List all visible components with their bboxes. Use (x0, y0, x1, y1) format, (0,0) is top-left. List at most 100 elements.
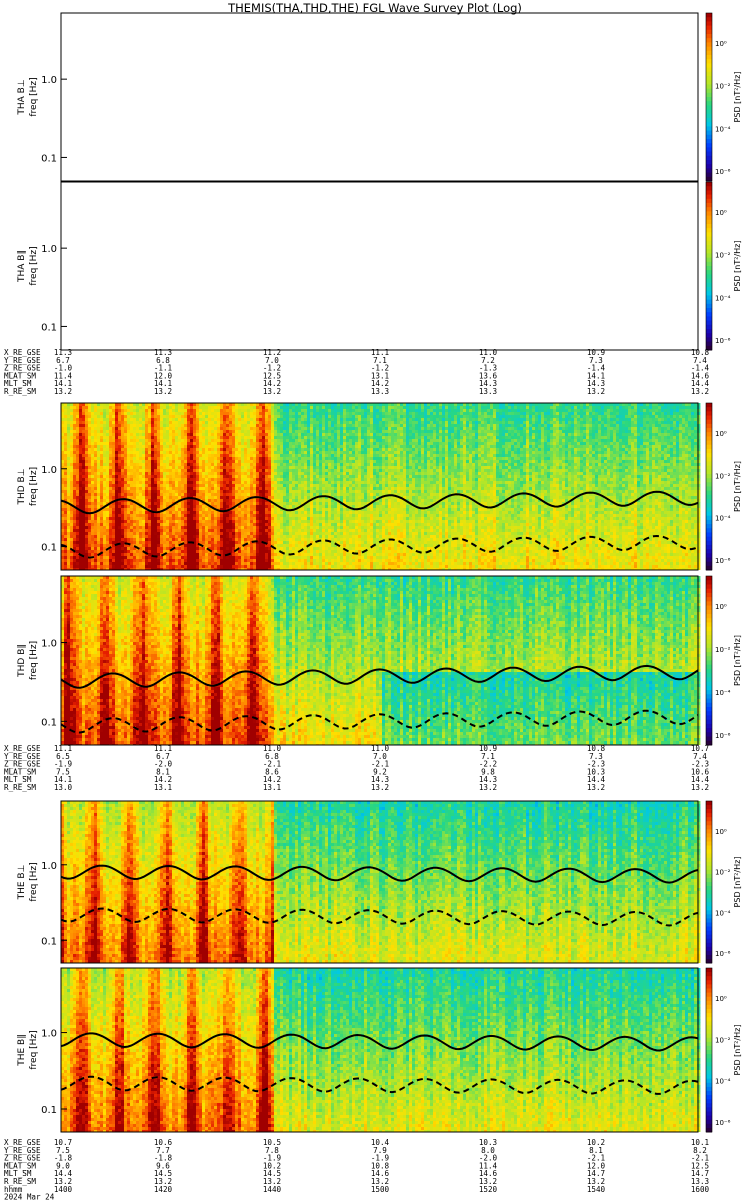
spectrogram-cell (70, 415, 73, 418)
spectrogram-cell (187, 436, 190, 439)
spectrogram-cell (106, 514, 109, 517)
spectrogram-cell (136, 487, 139, 490)
spectrogram-cell (175, 460, 178, 463)
spectrogram-cell (130, 481, 133, 484)
spectrogram-cell (145, 547, 148, 550)
spectrogram-cell (220, 424, 223, 427)
spectrogram-cell (118, 463, 121, 466)
spectrogram-cell (208, 493, 211, 496)
spectrogram-cell (73, 487, 76, 490)
spectrogram-cell (115, 535, 118, 538)
spectrogram-cell (127, 517, 130, 520)
spectrogram-cell (229, 490, 232, 493)
spectrogram-cell (127, 550, 130, 553)
spectrogram-cell (154, 421, 157, 424)
spectrogram-cell (214, 556, 217, 559)
spectrogram-cell (88, 463, 91, 466)
spectrogram-cell (130, 562, 133, 565)
spectrogram-cell (199, 517, 202, 520)
spectrogram-cell (193, 514, 196, 517)
spectrogram-cell (190, 538, 193, 541)
spectrogram-cell (223, 460, 226, 463)
spectrogram-cell (154, 490, 157, 493)
spectrogram-cell (124, 487, 127, 490)
spectrogram-cell (121, 409, 124, 412)
spectrogram-cell (145, 418, 148, 421)
spectrogram-cell (70, 439, 73, 442)
spectrogram-cell (232, 421, 235, 424)
spectrogram-cell (208, 541, 211, 544)
spectrogram-cell (70, 529, 73, 532)
spectrogram-cell (97, 547, 100, 550)
spectrogram-cell (76, 487, 79, 490)
spectrogram-cell (214, 409, 217, 412)
spectrogram-cell (211, 529, 214, 532)
spectrogram-cell (217, 433, 220, 436)
spectrogram-cell (124, 538, 127, 541)
spectrogram-cell (106, 460, 109, 463)
spectrogram-cell (145, 559, 148, 562)
spectrogram-cell (178, 478, 181, 481)
spectrogram-cell (187, 544, 190, 547)
spectrogram-cell (160, 556, 163, 559)
spectrogram-cell (127, 406, 130, 409)
spectrogram-cell (214, 544, 217, 547)
spectrogram-cell (187, 427, 190, 430)
spectrogram-cell (160, 475, 163, 478)
spectrogram-cell (157, 556, 160, 559)
spectrogram-cell (226, 403, 229, 406)
spectrogram-cell (205, 553, 208, 556)
spectrogram-cell (124, 523, 127, 526)
spectrogram-cell (142, 436, 145, 439)
spectrogram-cell (67, 493, 70, 496)
spectrogram-cell (220, 490, 223, 493)
spectrogram-cell (82, 481, 85, 484)
spectrogram-cell (70, 562, 73, 565)
spectrogram-cell (118, 493, 121, 496)
spectrogram-cell (145, 460, 148, 463)
spectrogram-cell (187, 499, 190, 502)
spectrogram-cell (64, 430, 67, 433)
spectrogram-cell (73, 520, 76, 523)
spectrogram-cell (88, 421, 91, 424)
spectrogram-cell (229, 406, 232, 409)
spectrogram-cell (88, 409, 91, 412)
spectrogram-cell (211, 493, 214, 496)
spectrogram-cell (214, 520, 217, 523)
spectrogram-cell (226, 421, 229, 424)
spectrogram-cell (166, 457, 169, 460)
spectrogram-cell (76, 490, 79, 493)
spectrogram-cell (112, 520, 115, 523)
spectrogram-cell (124, 427, 127, 430)
spectrogram-cell (220, 565, 223, 568)
spectrogram-cell (64, 412, 67, 415)
spectrogram-cell (193, 529, 196, 532)
spectrogram-cell (184, 448, 187, 451)
spectrogram-cell (208, 433, 211, 436)
spectrogram-cell (73, 448, 76, 451)
spectrogram-cell (97, 421, 100, 424)
spectrogram-cell (88, 508, 91, 511)
spectrogram-cell (229, 565, 232, 568)
spectrogram-cell (181, 406, 184, 409)
spectrogram-cell (73, 403, 76, 406)
spectrogram-cell (79, 487, 82, 490)
spectrogram-cell (112, 547, 115, 550)
spectrogram-cell (154, 487, 157, 490)
spectrogram-cell (226, 514, 229, 517)
spectrogram-cell (151, 403, 154, 406)
spectrogram-cell (211, 427, 214, 430)
spectrogram-cell (163, 442, 166, 445)
spectrogram-cell (196, 466, 199, 469)
spectrogram-cell (115, 448, 118, 451)
spectrogram-cell (217, 403, 220, 406)
spectrogram-cell (166, 475, 169, 478)
spectrogram-cell (97, 439, 100, 442)
spectrogram-cell (217, 532, 220, 535)
spectrogram-cell (202, 448, 205, 451)
spectrogram-cell (136, 412, 139, 415)
spectrogram-cell (130, 418, 133, 421)
colorbar-step (706, 258, 712, 263)
spectrogram-cell (157, 481, 160, 484)
spectrogram-cell (61, 460, 64, 463)
